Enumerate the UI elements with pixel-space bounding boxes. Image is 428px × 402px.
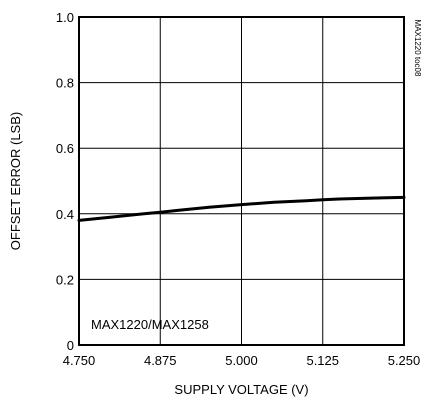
plot-frame (78, 16, 405, 346)
series-line (77, 195, 406, 222)
x-tick-label: 5.125 (306, 353, 339, 368)
y-tick-label: 1.0 (56, 10, 74, 25)
y-tick-label: 0.6 (56, 141, 74, 156)
device-label: MAX1220/MAX1258 (91, 317, 209, 332)
figure-code: MAX1220 toc08 (413, 20, 422, 77)
y-tick-label: 0.4 (56, 207, 74, 222)
y-tick-label: 0.8 (56, 76, 74, 91)
x-tick-label: 5.000 (225, 353, 258, 368)
y-tick-label: 0 (67, 338, 74, 353)
grid-lines (79, 17, 404, 345)
y-tick-label: 0.2 (56, 272, 74, 287)
y-tick-labels: 0 0.2 0.4 0.6 0.8 1.0 (56, 10, 74, 353)
x-axis-title: SUPPLY VOLTAGE (V) (174, 382, 308, 397)
series-layer (77, 195, 406, 222)
x-tick-label: 5.250 (388, 353, 421, 368)
x-tick-labels: 4.750 4.875 5.000 5.125 5.250 (63, 353, 421, 368)
x-tick-label: 4.875 (144, 353, 177, 368)
x-tick-label: 4.750 (63, 353, 96, 368)
y-axis-title: OFFSET ERROR (LSB) (8, 112, 23, 250)
